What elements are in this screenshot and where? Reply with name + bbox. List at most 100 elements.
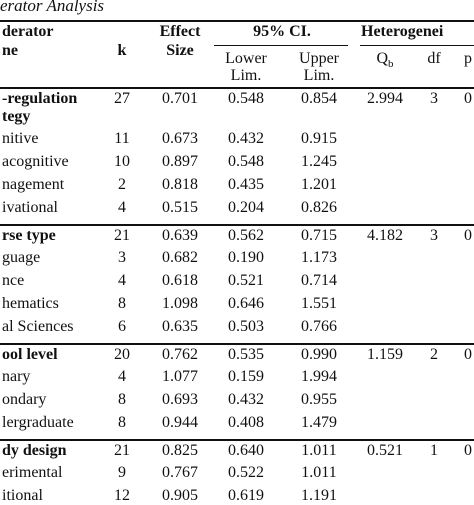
table-row-k: 2 bbox=[118, 176, 126, 193]
table-row-upper-limit: 0.766 bbox=[301, 318, 337, 335]
header-moderator: derator bbox=[2, 23, 54, 40]
header-qb: Qb bbox=[376, 50, 394, 71]
table-row-label: ondary bbox=[2, 391, 47, 408]
table-row-label: nce bbox=[2, 272, 25, 289]
table-row-k: 4 bbox=[118, 199, 126, 216]
group-df: 2 bbox=[430, 346, 438, 363]
header-ci: 95% CI. bbox=[253, 23, 311, 40]
header-k: k bbox=[117, 42, 127, 59]
table-row-upper-limit: 0.714 bbox=[301, 272, 337, 289]
table-row-effect-size: 0.635 bbox=[162, 318, 198, 335]
header-p: p bbox=[464, 50, 472, 67]
table-row-lower-limit: 0.408 bbox=[228, 414, 264, 431]
table-row-upper-limit: 1.201 bbox=[301, 176, 337, 193]
table-row-effect-size: 0.897 bbox=[162, 153, 198, 170]
table-row-upper-limit: 1.551 bbox=[301, 295, 337, 312]
table-row-label: acognitive bbox=[2, 153, 69, 170]
header-bottom-rule bbox=[0, 87, 474, 89]
header-lower: Lower bbox=[225, 50, 267, 67]
group-p: 0 bbox=[464, 346, 472, 363]
table-row-k: 6 bbox=[118, 318, 126, 335]
group-lower-limit: 0.548 bbox=[228, 90, 264, 107]
table-row-label: hematics bbox=[2, 295, 59, 312]
group-qb: 2.994 bbox=[367, 90, 403, 107]
header-upper: Upper bbox=[299, 50, 339, 67]
table-row-effect-size: 0.515 bbox=[162, 199, 198, 216]
group-lower-limit: 0.535 bbox=[228, 346, 264, 363]
group-qb: 0.521 bbox=[367, 442, 403, 459]
header-size: Size bbox=[166, 42, 194, 59]
table-row-upper-limit: 1.245 bbox=[301, 153, 337, 170]
table-row-upper-limit: 1.479 bbox=[301, 414, 337, 431]
table-row-k: 10 bbox=[114, 153, 130, 170]
table-row-label: nitive bbox=[2, 130, 39, 147]
table-row-k: 8 bbox=[118, 391, 126, 408]
group-effect-size: 0.762 bbox=[162, 346, 198, 363]
group-name: dy design bbox=[2, 442, 67, 459]
table-row-k: 4 bbox=[118, 368, 126, 385]
table-row-k: 4 bbox=[118, 272, 126, 289]
table-row-upper-limit: 0.826 bbox=[301, 199, 337, 216]
table-top-rule bbox=[0, 20, 474, 22]
table-row-lower-limit: 0.204 bbox=[228, 199, 264, 216]
group-divider-rule bbox=[0, 224, 474, 226]
header-moderator-name: ne bbox=[2, 42, 18, 59]
group-name-continued: tegy bbox=[2, 108, 31, 125]
group-effect-size: 0.639 bbox=[162, 227, 198, 244]
table-row-upper-limit: 1.173 bbox=[301, 249, 337, 266]
table-row-effect-size: 0.682 bbox=[162, 249, 198, 266]
table-row-upper-limit: 1.191 bbox=[301, 487, 337, 504]
ci-subrule bbox=[214, 45, 348, 46]
table-row-effect-size: 0.944 bbox=[162, 414, 198, 431]
table-row-label: al Sciences bbox=[2, 318, 74, 335]
group-lower-limit: 0.562 bbox=[228, 227, 264, 244]
group-upper-limit: 0.990 bbox=[301, 346, 337, 363]
header-effect: Effect bbox=[159, 23, 201, 40]
group-lower-limit: 0.640 bbox=[228, 442, 264, 459]
group-name: -regulation bbox=[2, 90, 78, 107]
table-row-upper-limit: 0.915 bbox=[301, 130, 337, 147]
group-k: 20 bbox=[114, 346, 130, 363]
table-row-lower-limit: 0.646 bbox=[228, 295, 264, 312]
heterogeneity-subrule bbox=[360, 45, 474, 46]
table-row-effect-size: 0.905 bbox=[162, 487, 198, 504]
group-k: 27 bbox=[114, 90, 130, 107]
table-row-lower-limit: 0.432 bbox=[228, 391, 264, 408]
table-row-effect-size: 1.077 bbox=[162, 368, 198, 385]
table-row-lower-limit: 0.521 bbox=[228, 272, 264, 289]
group-upper-limit: 0.854 bbox=[301, 90, 337, 107]
table-row-label: itional bbox=[2, 487, 43, 504]
header-qb-subscript: b bbox=[388, 58, 394, 71]
header-df: df bbox=[427, 50, 441, 67]
group-divider-rule bbox=[0, 343, 474, 345]
table-row-k: 11 bbox=[114, 130, 130, 147]
group-qb: 1.159 bbox=[367, 346, 403, 363]
table-row-effect-size: 0.673 bbox=[162, 130, 198, 147]
group-name: ool level bbox=[2, 346, 58, 363]
table-row-label: lergraduate bbox=[2, 414, 74, 431]
table-row-effect-size: 0.693 bbox=[162, 391, 198, 408]
group-df: 3 bbox=[430, 227, 438, 244]
table-row-label: ivational bbox=[2, 199, 58, 216]
table-row-lower-limit: 0.435 bbox=[228, 176, 264, 193]
table-row-label: erimental bbox=[2, 464, 63, 481]
header-upper-lim: Lim. bbox=[303, 67, 335, 84]
table-row-effect-size: 0.818 bbox=[162, 176, 198, 193]
group-upper-limit: 1.011 bbox=[301, 442, 337, 459]
group-p: 0 bbox=[464, 442, 472, 459]
group-p: 0 bbox=[464, 227, 472, 244]
group-divider-rule bbox=[0, 439, 474, 441]
table-row-lower-limit: 0.548 bbox=[228, 153, 264, 170]
table-row-effect-size: 0.618 bbox=[162, 272, 198, 289]
group-name: rse type bbox=[2, 227, 56, 244]
table-row-k: 3 bbox=[118, 249, 126, 266]
table-caption: erator Analysis bbox=[0, 0, 105, 15]
table-row-label: guage bbox=[2, 249, 41, 266]
header-lower-lim: Lim. bbox=[230, 67, 262, 84]
table-row-lower-limit: 0.619 bbox=[228, 487, 264, 504]
group-p: 0 bbox=[464, 90, 472, 107]
group-k: 21 bbox=[114, 227, 130, 244]
group-upper-limit: 0.715 bbox=[301, 227, 337, 244]
table-row-k: 8 bbox=[118, 414, 126, 431]
table-row-k: 9 bbox=[118, 464, 126, 481]
